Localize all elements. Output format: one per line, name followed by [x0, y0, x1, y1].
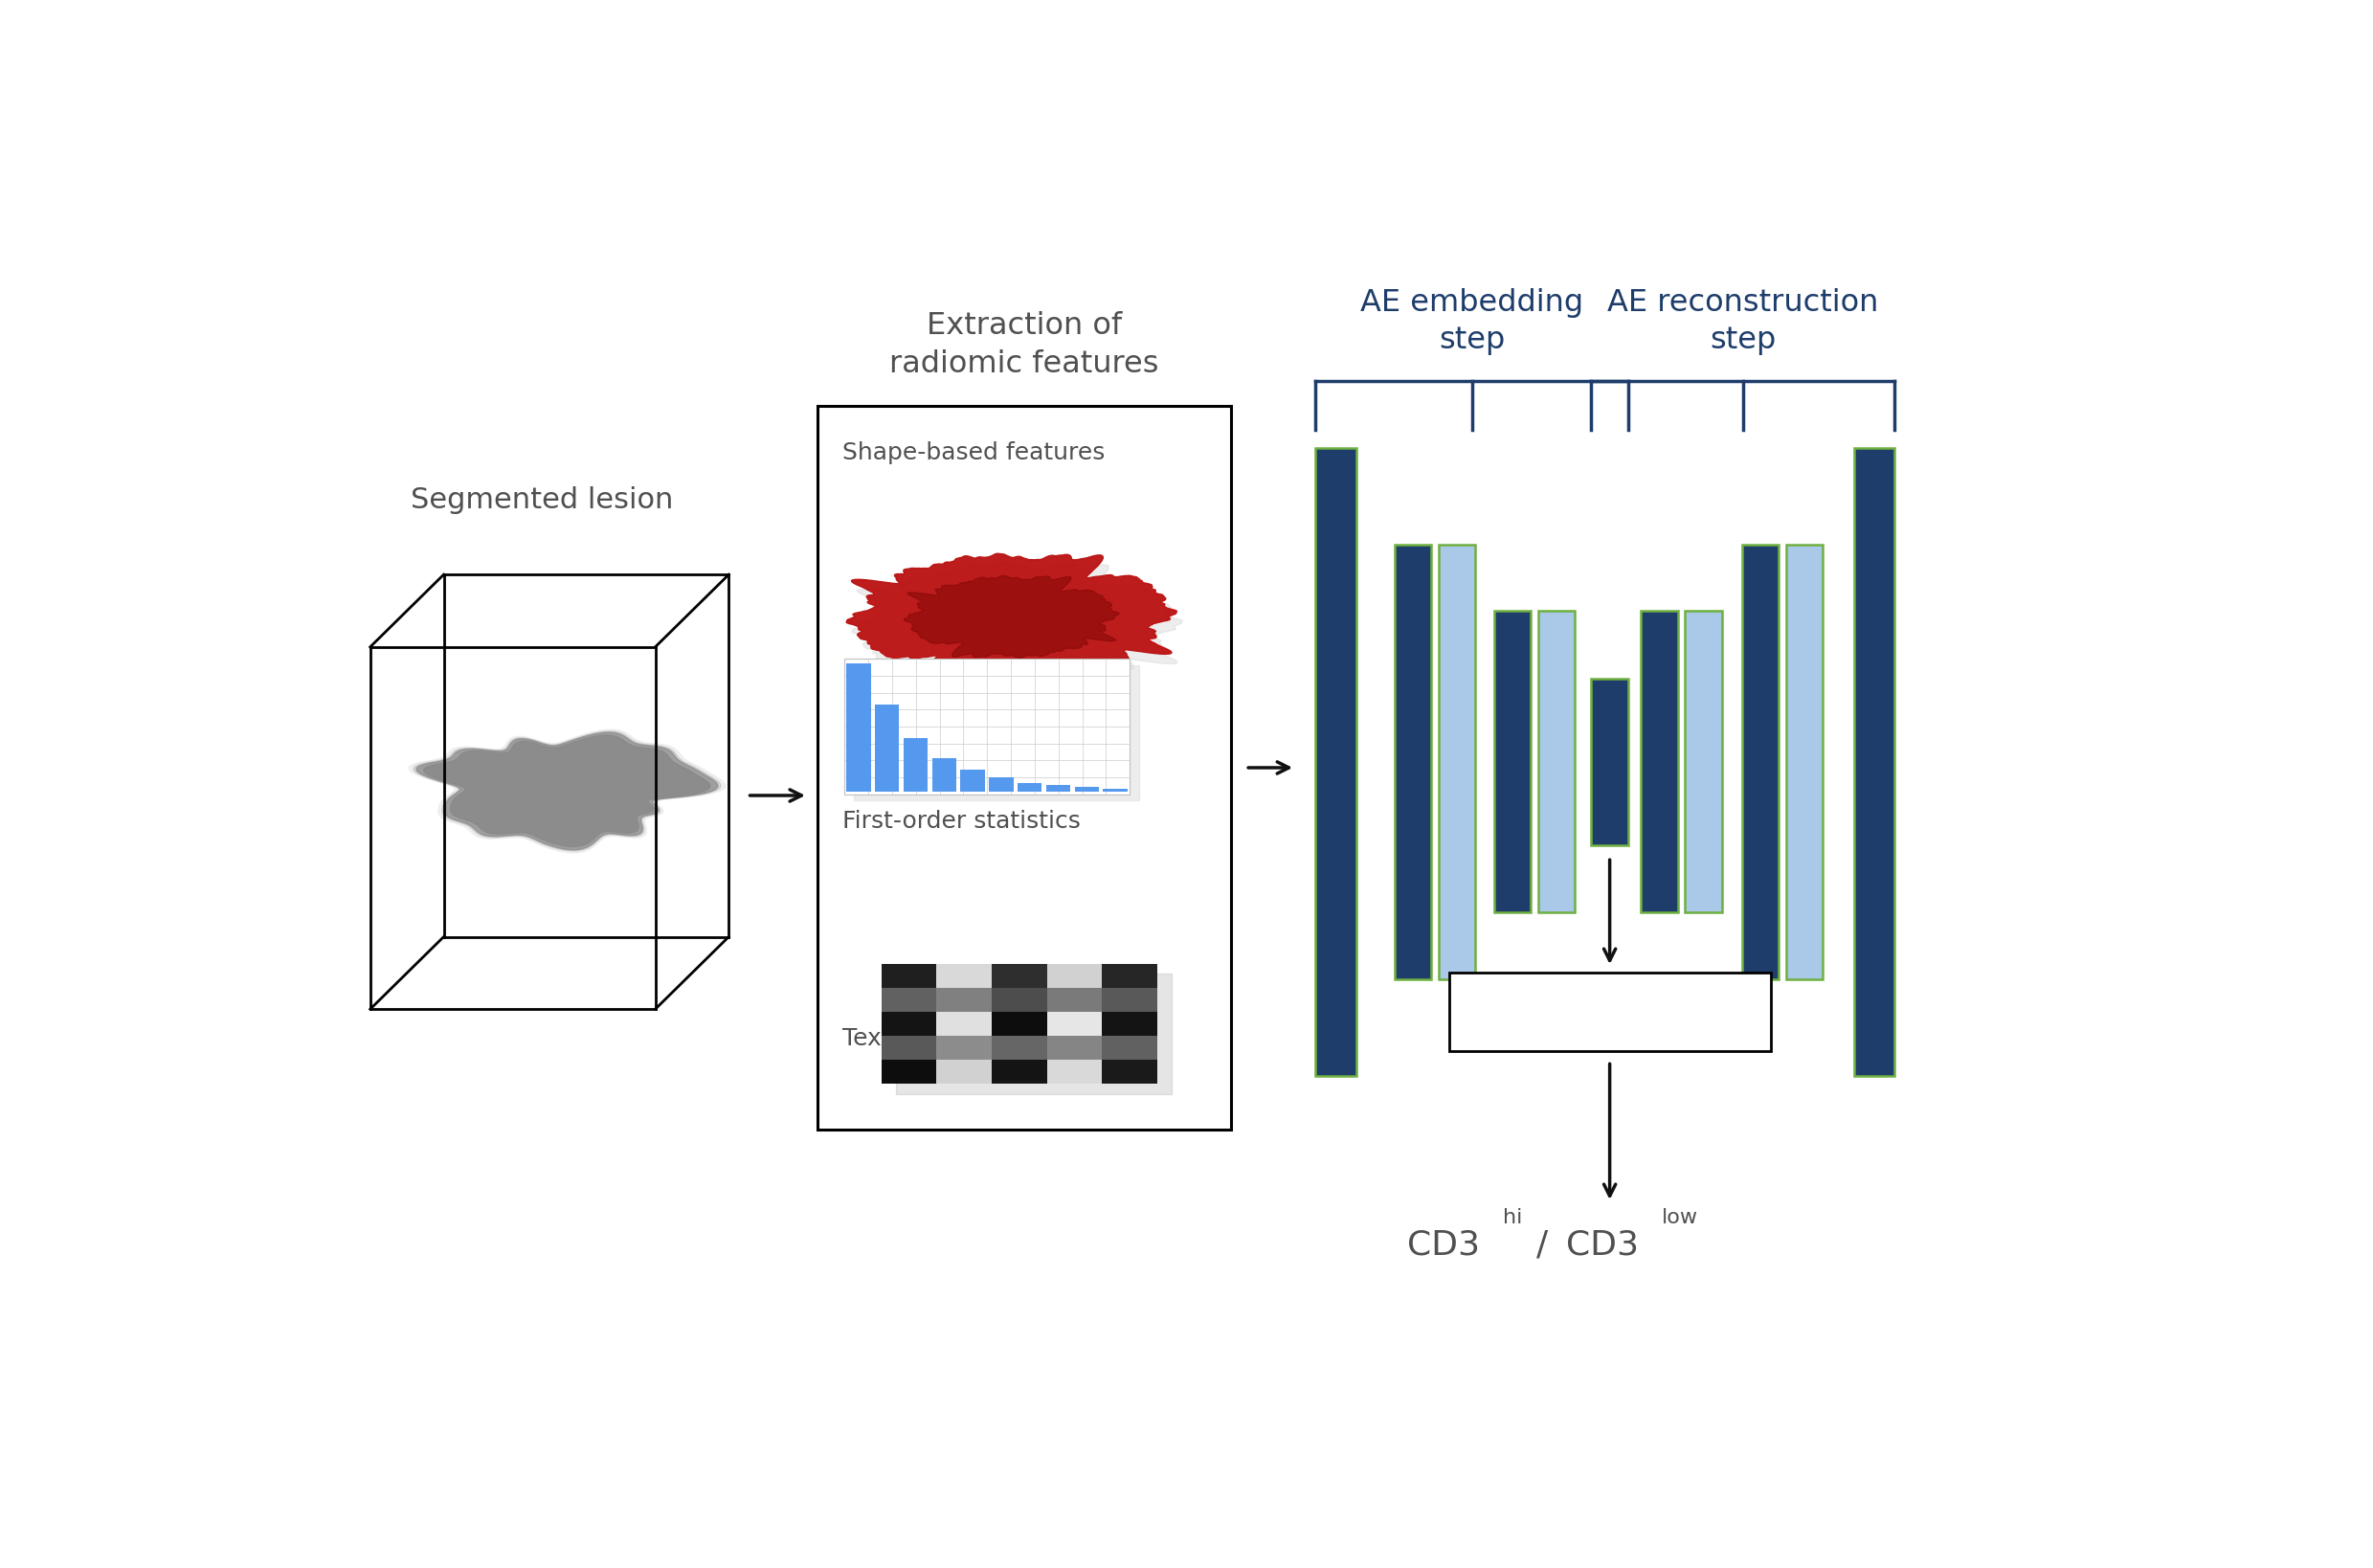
Polygon shape	[413, 731, 721, 851]
Bar	[992, 1060, 1046, 1083]
Text: Textural features: Textural features	[842, 1027, 1044, 1051]
Bar	[990, 778, 1013, 792]
Bar	[904, 739, 928, 792]
Bar	[1046, 786, 1070, 792]
Text: hi: hi	[1502, 1209, 1523, 1228]
Bar	[992, 1013, 1046, 1036]
Text: AE embedding
step: AE embedding step	[1360, 289, 1583, 354]
Bar	[880, 1036, 937, 1060]
Bar	[1075, 787, 1099, 792]
Polygon shape	[897, 974, 1172, 1094]
Bar	[1742, 544, 1780, 978]
Bar	[1046, 988, 1101, 1013]
Polygon shape	[408, 729, 726, 853]
Bar	[992, 964, 1046, 988]
Bar	[1642, 610, 1678, 913]
Text: Classifier: Classifier	[1542, 999, 1675, 1025]
Bar	[847, 663, 871, 792]
Bar	[845, 659, 1130, 795]
Text: Segmented lesion: Segmented lesion	[411, 486, 674, 514]
Bar	[1101, 1060, 1158, 1083]
Polygon shape	[852, 563, 1182, 690]
Text: First-order statistics: First-order statistics	[842, 811, 1082, 833]
Bar	[937, 1036, 992, 1060]
Bar	[1101, 964, 1158, 988]
Bar	[1685, 610, 1723, 913]
Bar	[1438, 544, 1476, 978]
Text: CD3: CD3	[1407, 1228, 1481, 1261]
Bar	[1046, 964, 1101, 988]
Bar	[880, 964, 937, 988]
Text: /: /	[1535, 1228, 1547, 1261]
Bar	[1046, 1060, 1101, 1083]
Bar	[880, 1013, 937, 1036]
Polygon shape	[904, 575, 1120, 659]
Bar	[1046, 1013, 1101, 1036]
Bar	[1103, 789, 1127, 792]
Bar	[876, 704, 899, 792]
Bar	[937, 988, 992, 1013]
Text: Shape-based features: Shape-based features	[842, 442, 1106, 464]
Bar	[1395, 544, 1431, 978]
Text: AE reconstruction
step: AE reconstruction step	[1607, 289, 1879, 354]
Text: low: low	[1661, 1209, 1697, 1228]
Bar	[1046, 1036, 1101, 1060]
Bar	[816, 406, 1232, 1131]
Bar	[937, 1013, 992, 1036]
Bar	[1787, 544, 1822, 978]
Bar	[937, 964, 992, 988]
Text: CD3: CD3	[1566, 1228, 1637, 1261]
Bar	[992, 1036, 1046, 1060]
Bar	[1101, 988, 1158, 1013]
Polygon shape	[425, 735, 710, 847]
Bar	[933, 759, 956, 792]
Bar	[1495, 610, 1531, 913]
Text: Extraction of
radiomic features: Extraction of radiomic features	[890, 312, 1158, 379]
Bar	[880, 1060, 937, 1083]
Bar	[1538, 610, 1576, 913]
Bar	[1592, 679, 1628, 845]
Bar	[1101, 1013, 1158, 1036]
Polygon shape	[847, 554, 1177, 681]
Bar	[961, 770, 985, 792]
Bar	[1018, 782, 1042, 792]
Polygon shape	[415, 732, 719, 850]
Bar	[1101, 1036, 1158, 1060]
Bar	[992, 988, 1046, 1013]
Bar	[1315, 448, 1355, 1076]
Bar	[880, 988, 937, 1013]
Bar	[1450, 972, 1770, 1052]
Bar	[937, 1060, 992, 1083]
Bar	[1853, 448, 1894, 1076]
Polygon shape	[854, 665, 1139, 800]
